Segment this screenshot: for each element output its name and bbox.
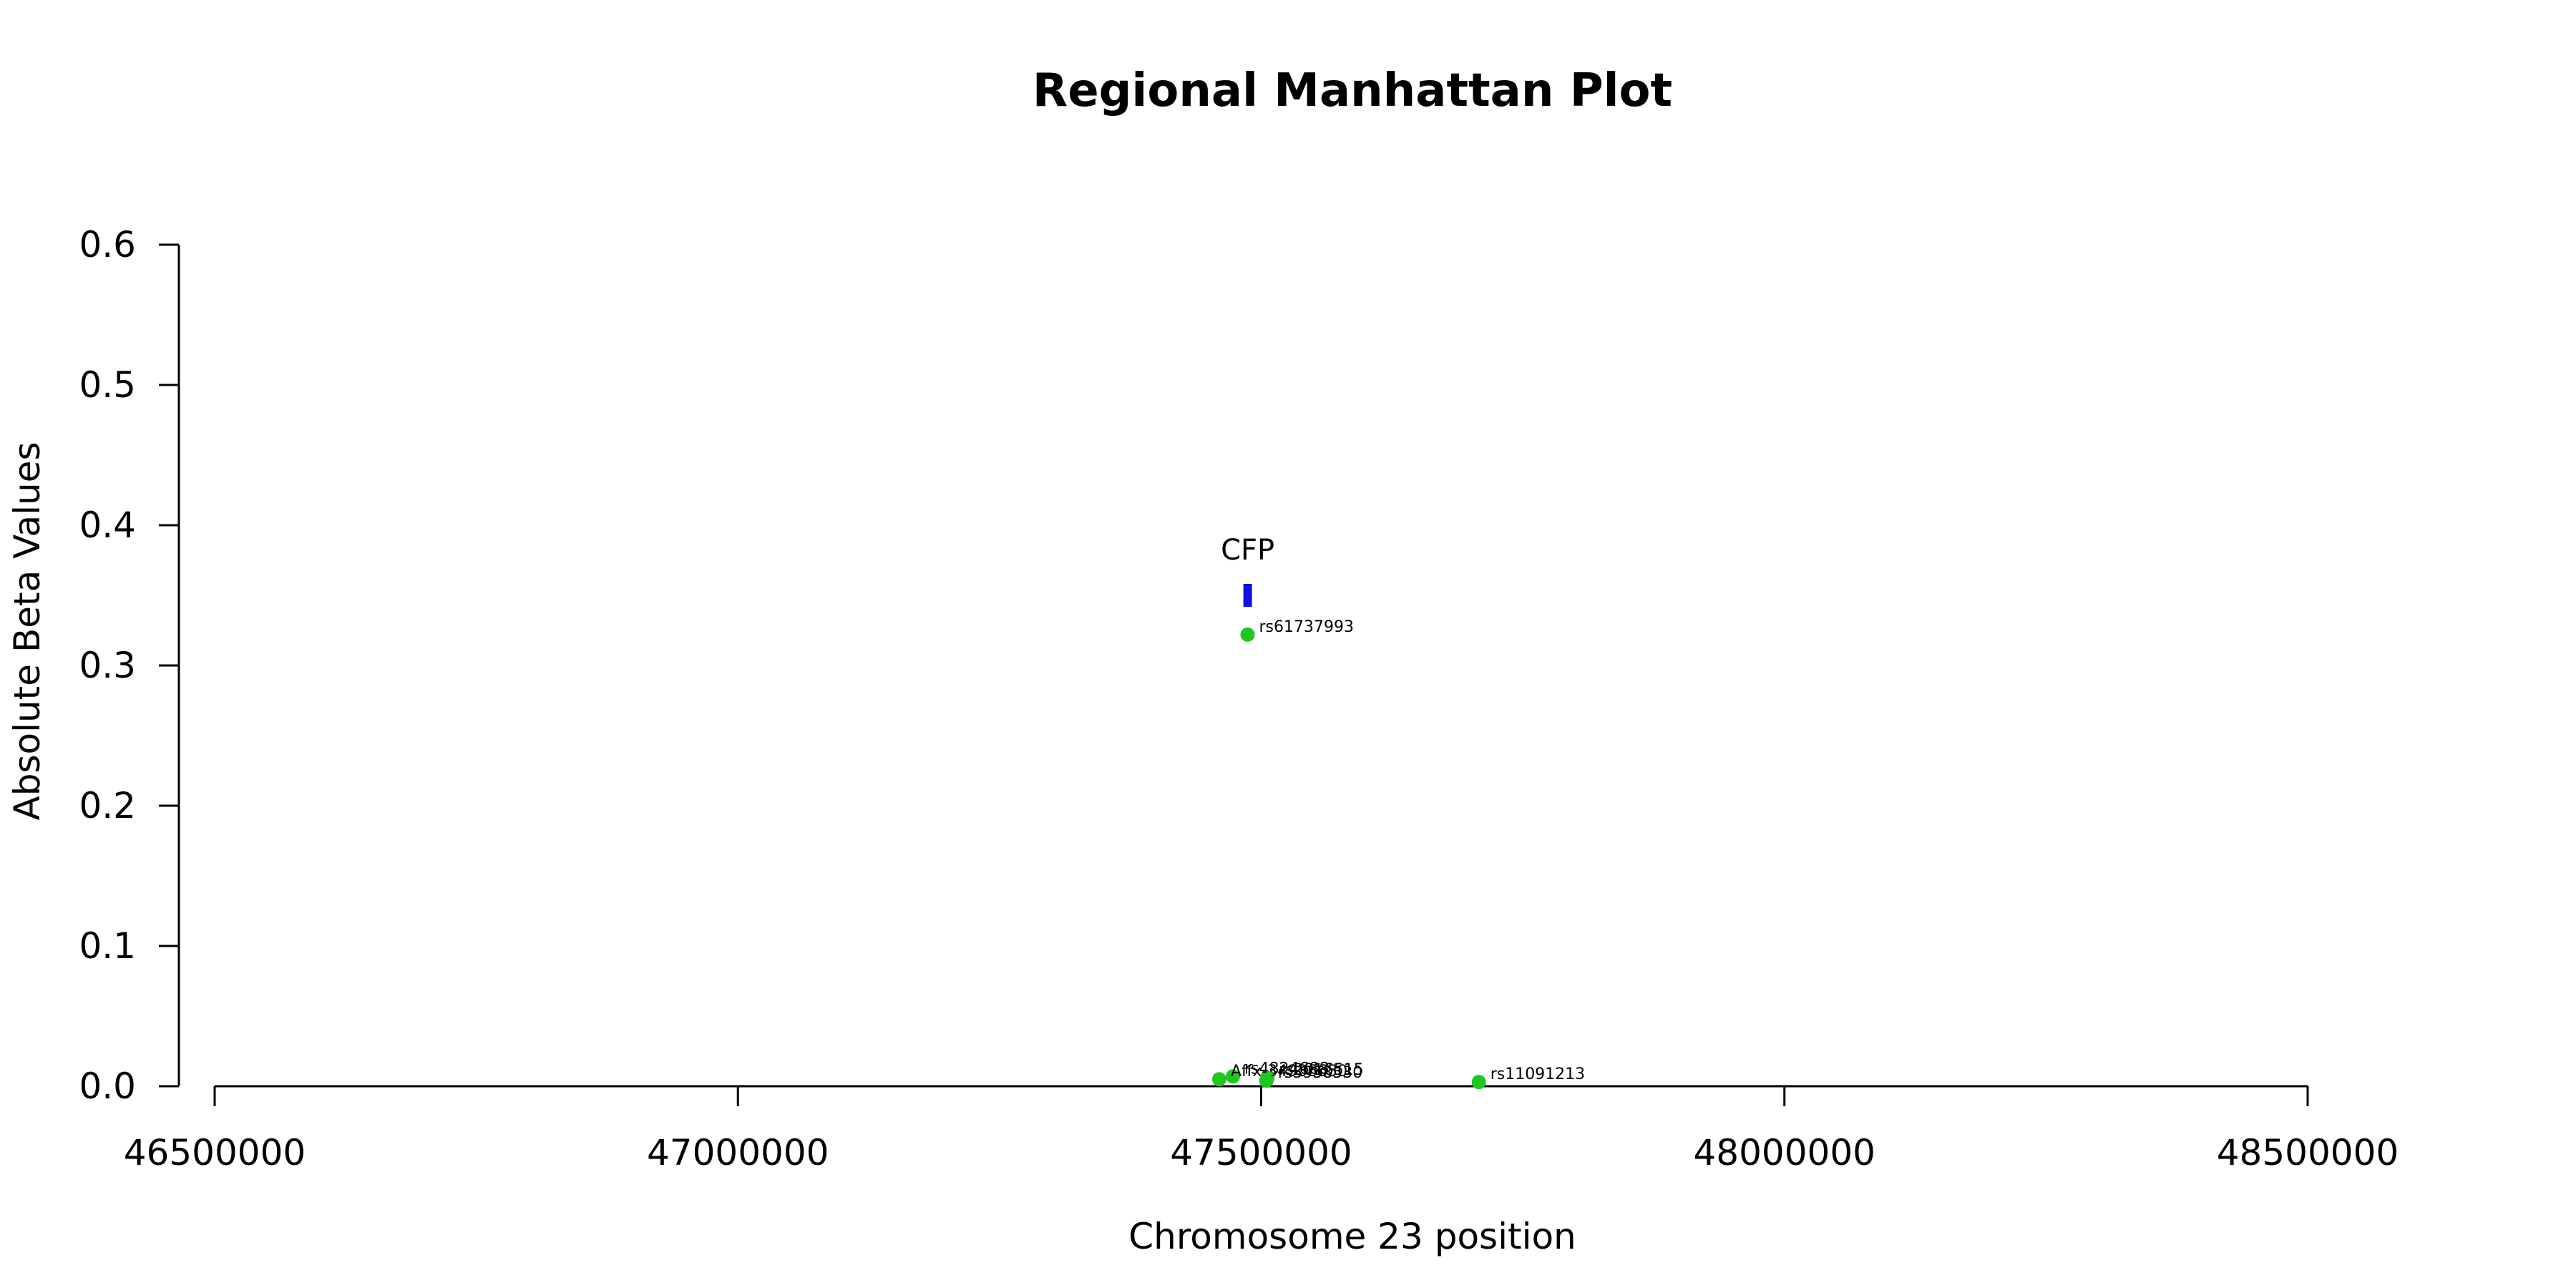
x-axis: 46500000 47000000 47500000 48000000 48500000 <box>124 1085 2399 1174</box>
snp-label: rs11091213 <box>1491 1065 1585 1083</box>
snp-label: rs2016515 <box>1279 1061 1364 1079</box>
y-tick-label: 0.6 <box>79 224 136 265</box>
snp-point <box>1471 1075 1486 1090</box>
y-tick-label: 0.4 <box>79 504 136 546</box>
snp-point <box>1240 627 1255 642</box>
y-tick-label: 0.5 <box>79 364 136 406</box>
snp-point <box>1212 1072 1226 1087</box>
gene-label: CFP <box>1221 534 1274 567</box>
x-tick-label: 47000000 <box>647 1132 829 1174</box>
y-tick-label: 0.0 <box>79 1065 136 1107</box>
snp-label: rs61737993 <box>1259 618 1353 636</box>
x-axis-label: Chromosome 23 position <box>1128 1216 1576 1257</box>
x-tick-label: 46500000 <box>124 1132 306 1174</box>
snp-point <box>1226 1069 1241 1084</box>
snp-point <box>1259 1073 1274 1088</box>
y-tick-label: 0.1 <box>79 925 136 967</box>
x-tick-label: 48000000 <box>1694 1132 1876 1174</box>
y-axis: 0.0 0.1 0.2 0.3 0.4 0.5 0.6 <box>79 224 180 1107</box>
x-tick-label: 48500000 <box>2217 1132 2399 1174</box>
snp-label: rs5958530 <box>1278 1064 1363 1082</box>
snp-label: Affx-34936650 <box>1231 1063 1347 1080</box>
snp-points: rs61737993 rs4824688rs2016515Affx-3493665… <box>1212 618 1585 1090</box>
y-axis-label: Absolute Beta Values <box>6 442 48 821</box>
gene-bar <box>1243 584 1252 607</box>
y-tick-label: 0.3 <box>79 645 136 686</box>
x-tick-label: 47500000 <box>1170 1132 1352 1174</box>
snp-label: rs4824688 <box>1244 1060 1330 1078</box>
gene-track: CFP <box>1221 534 1274 607</box>
y-tick-label: 0.2 <box>79 785 136 826</box>
chart-title: Regional Manhattan Plot <box>1033 64 1672 117</box>
